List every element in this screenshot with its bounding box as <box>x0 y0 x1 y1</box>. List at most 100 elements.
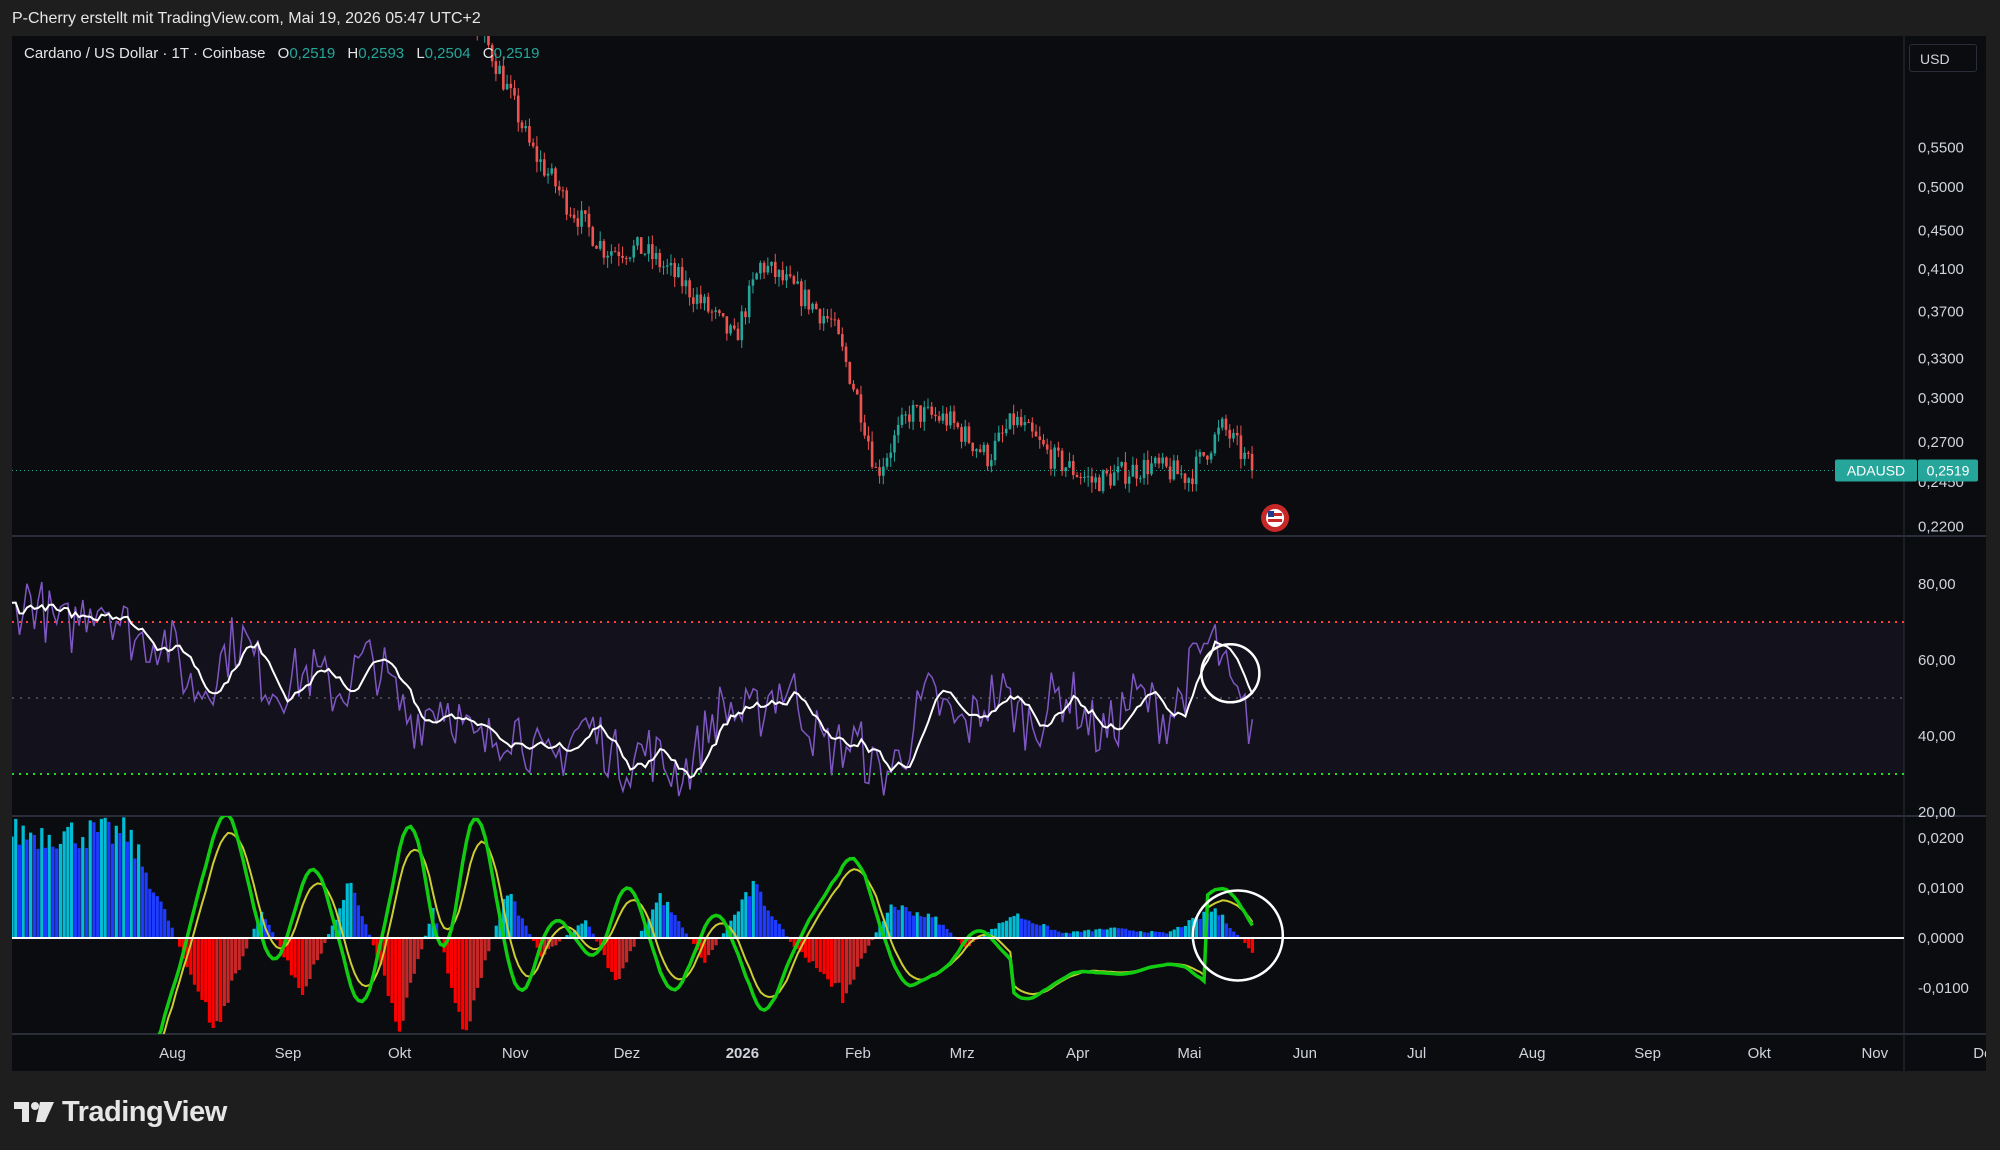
macd-histogram-bar <box>937 924 942 938</box>
candle-body <box>654 253 658 260</box>
time-axis-tick-label: Jun <box>1293 1045 1317 1062</box>
candle-body <box>688 280 691 298</box>
macd-histogram-bar <box>639 930 644 938</box>
macd-histogram-bar <box>1124 928 1128 938</box>
macd-histogram-bar <box>1113 927 1117 938</box>
macd-histogram-bar <box>274 938 279 941</box>
chart-area[interactable]: 0,5500 0,5000 0,4500 0,4100 0,3700 0,3300 0,30… <box>12 36 1986 1071</box>
candle-body <box>963 426 967 442</box>
candle-body <box>1060 450 1064 472</box>
candle-body <box>621 256 624 258</box>
macd-histogram-bar <box>1198 919 1202 938</box>
candle-body <box>747 285 751 318</box>
macd-histogram-bar <box>543 938 547 955</box>
candle-body <box>680 266 684 287</box>
candle-body <box>665 265 669 267</box>
macd-histogram-bar <box>1019 918 1024 938</box>
candle-body <box>1150 463 1153 475</box>
macd-histogram-bar <box>855 938 860 967</box>
macd-histogram-bar <box>323 938 327 944</box>
candle-body <box>1105 470 1109 474</box>
macd-histogram-bar <box>941 924 945 938</box>
macd-histogram-bar <box>1202 911 1206 938</box>
candle-body <box>1172 460 1176 480</box>
macd-histogram-bar <box>349 882 353 938</box>
macd-histogram-bar <box>788 938 793 942</box>
macd-histogram-bar <box>774 919 778 938</box>
macd-histogram-bar <box>1146 932 1150 938</box>
tradingview-logo[interactable]: TradingView <box>14 1092 227 1132</box>
macd-histogram-bar <box>610 938 614 972</box>
time-axis-tick-label: Okt <box>388 1045 412 1062</box>
macd-histogram-bar <box>17 844 22 938</box>
price-tag-symbol-box <box>1835 459 1917 482</box>
macd-histogram-bar <box>185 938 189 968</box>
macd-histogram-bar <box>584 920 588 938</box>
candle-body <box>826 316 829 319</box>
candle-body <box>531 142 535 147</box>
candle-body <box>867 435 870 442</box>
candle-body <box>1034 431 1038 437</box>
macd-histogram-bar <box>1153 931 1158 938</box>
macd-histogram-bar <box>572 930 577 938</box>
macd-histogram-bar <box>949 932 953 938</box>
macd-histogram-bar <box>155 896 159 938</box>
macd-histogram-bar <box>364 924 368 938</box>
macd-histogram-bar <box>222 938 226 1007</box>
macd-histogram-bar <box>476 938 480 988</box>
candle-body <box>569 214 572 216</box>
macd-histogram-bar <box>401 938 405 1021</box>
macd-histogram-bar <box>807 938 811 963</box>
candle-body <box>922 407 926 422</box>
macd-histogram-bar <box>137 844 141 938</box>
candle-body <box>658 253 662 268</box>
macd-histogram-bar <box>341 899 346 938</box>
candle-body <box>1049 449 1053 469</box>
legend-low-label: L <box>416 45 425 62</box>
price-tag-value: 0,2519 <box>1927 462 1970 478</box>
macd-histogram-bar <box>189 938 193 975</box>
macd-histogram-bar <box>878 924 882 938</box>
candle-body <box>1139 478 1142 480</box>
macd-histogram-bar <box>25 839 29 938</box>
macd-histogram-bar <box>245 938 249 949</box>
macd-group <box>12 816 1255 1034</box>
macd-histogram-bar <box>312 938 316 965</box>
candle-body <box>1198 452 1202 457</box>
top-bar: P-Cherry erstellt mit TradingView.com, M… <box>0 0 2000 36</box>
macd-histogram-bar <box>926 913 930 938</box>
macd-histogram-bar <box>66 826 70 938</box>
macd-histogram-bar <box>766 910 770 938</box>
macd-histogram-bar <box>51 846 55 938</box>
macd-histogram-bar <box>535 938 539 948</box>
candle-body <box>673 263 676 278</box>
chart-svg[interactable]: 0,5500 0,5000 0,4500 0,4100 0,3700 0,3300 0,30… <box>12 36 1986 1071</box>
candle-body <box>803 289 807 307</box>
macd-histogram-bar <box>1060 932 1065 938</box>
macd-histogram-bar <box>1098 928 1102 938</box>
candle-body <box>1235 432 1239 436</box>
currency-selector[interactable]: USD <box>1909 44 1977 72</box>
macd-histogram-bar <box>1045 925 1050 938</box>
candle-body <box>505 83 509 90</box>
macd-histogram-bar <box>1016 913 1020 938</box>
candle-body <box>647 244 650 254</box>
macd-histogram-bar <box>874 932 878 938</box>
legend-high-value: 0,2593 <box>358 45 405 62</box>
candle-body <box>792 276 796 284</box>
candle-body <box>1057 447 1060 451</box>
macd-histogram-bar <box>1131 930 1135 938</box>
candle-body <box>561 190 565 192</box>
candle-body <box>781 270 785 281</box>
rsi-axis-tick-label: 20,00 <box>1918 804 1956 821</box>
macd-histogram-bar <box>710 938 714 950</box>
macd-histogram-bar <box>1068 933 1072 938</box>
candle-body <box>1094 477 1097 483</box>
candle-body <box>945 413 948 426</box>
legend-high-label: H <box>347 45 359 62</box>
time-axis-tick-label: Nov <box>1861 1045 1888 1062</box>
macd-histogram-bar <box>1004 920 1009 938</box>
candle-body <box>591 227 595 246</box>
macd-histogram-bar <box>647 919 651 938</box>
macd-histogram-bar <box>867 938 871 946</box>
